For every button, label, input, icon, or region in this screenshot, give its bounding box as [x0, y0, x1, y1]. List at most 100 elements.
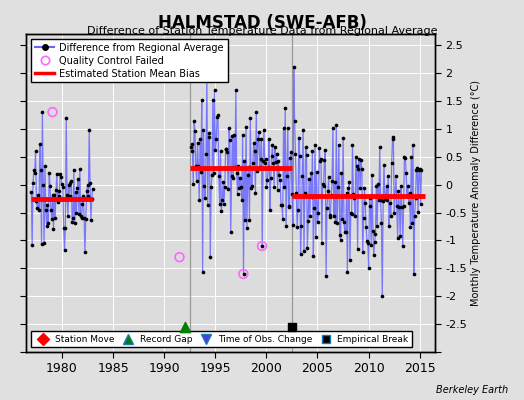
Point	[339, 134, 347, 141]
Point	[363, 238, 371, 244]
Point	[350, 194, 358, 201]
Point	[210, 86, 219, 93]
Point	[85, 127, 93, 134]
Point	[211, 147, 220, 153]
Point	[226, 137, 234, 143]
Point	[401, 154, 409, 161]
Point	[53, 199, 62, 205]
Point	[208, 172, 216, 178]
Point	[267, 153, 276, 159]
Point	[332, 122, 341, 128]
Point	[388, 136, 397, 142]
Point	[299, 127, 307, 133]
Point	[224, 186, 232, 192]
Point	[38, 109, 47, 115]
Point	[230, 132, 238, 138]
Point	[341, 229, 349, 236]
Point	[218, 197, 226, 204]
Point	[41, 207, 50, 214]
Point	[399, 243, 407, 249]
Point	[60, 246, 69, 253]
Point	[66, 179, 74, 186]
Point	[254, 136, 262, 142]
Point	[250, 148, 259, 155]
Point	[187, 144, 195, 150]
Point	[396, 232, 405, 239]
Point	[247, 185, 255, 192]
Point	[357, 157, 365, 164]
Point	[358, 166, 366, 172]
Y-axis label: Monthly Temperature Anomaly Difference (°C): Monthly Temperature Anomaly Difference (…	[471, 80, 481, 306]
Point	[55, 188, 63, 194]
Point	[71, 220, 79, 226]
Point	[245, 217, 254, 224]
Point	[336, 237, 345, 243]
Point	[189, 181, 198, 188]
Point	[403, 193, 411, 200]
Point	[49, 226, 58, 232]
Point	[387, 160, 396, 166]
Point	[78, 215, 86, 221]
Point	[389, 133, 398, 140]
Point	[305, 212, 314, 219]
Point	[282, 223, 290, 229]
Point	[335, 142, 343, 148]
Point	[244, 163, 253, 170]
Point	[264, 164, 272, 170]
Point	[222, 146, 231, 152]
Point	[288, 191, 296, 197]
Point	[233, 190, 242, 197]
Point	[359, 215, 368, 221]
Point	[328, 178, 336, 184]
Point	[394, 234, 402, 241]
Point	[249, 140, 258, 146]
Text: Difference of Station Temperature Data from Regional Average: Difference of Station Temperature Data f…	[87, 26, 437, 36]
Point	[331, 179, 339, 185]
Point	[414, 209, 422, 216]
Point	[365, 265, 373, 272]
Point	[366, 203, 375, 209]
Point	[253, 168, 261, 174]
Point	[57, 174, 66, 180]
Point	[312, 234, 320, 240]
Point	[329, 124, 337, 131]
Point	[176, 254, 184, 260]
Point	[74, 175, 82, 182]
Point	[37, 166, 45, 173]
Point	[374, 181, 382, 187]
Point	[301, 190, 309, 196]
Point	[203, 76, 211, 83]
Point	[70, 167, 78, 174]
Point	[219, 178, 227, 185]
Point	[311, 142, 319, 148]
Point	[308, 148, 316, 154]
Point	[326, 214, 334, 220]
Point	[213, 114, 221, 120]
Point	[346, 210, 355, 216]
Point	[239, 271, 247, 277]
Point	[233, 170, 241, 176]
Point	[402, 170, 410, 176]
Point	[274, 158, 282, 164]
Point	[196, 168, 205, 175]
Point	[307, 170, 315, 176]
Point	[287, 149, 296, 156]
Point	[44, 220, 52, 226]
Point	[361, 200, 369, 206]
Point	[370, 239, 379, 245]
Point	[28, 242, 36, 248]
Point	[308, 194, 316, 200]
Point	[292, 190, 300, 196]
Point	[240, 158, 248, 164]
Point	[232, 87, 240, 94]
Point	[352, 154, 360, 160]
Point	[86, 216, 95, 223]
Point	[252, 109, 260, 115]
Point	[379, 198, 387, 205]
Point	[300, 248, 308, 254]
Point	[319, 183, 328, 189]
Point	[257, 136, 266, 142]
Point	[192, 163, 200, 170]
Point	[312, 169, 321, 176]
Point	[236, 174, 244, 181]
